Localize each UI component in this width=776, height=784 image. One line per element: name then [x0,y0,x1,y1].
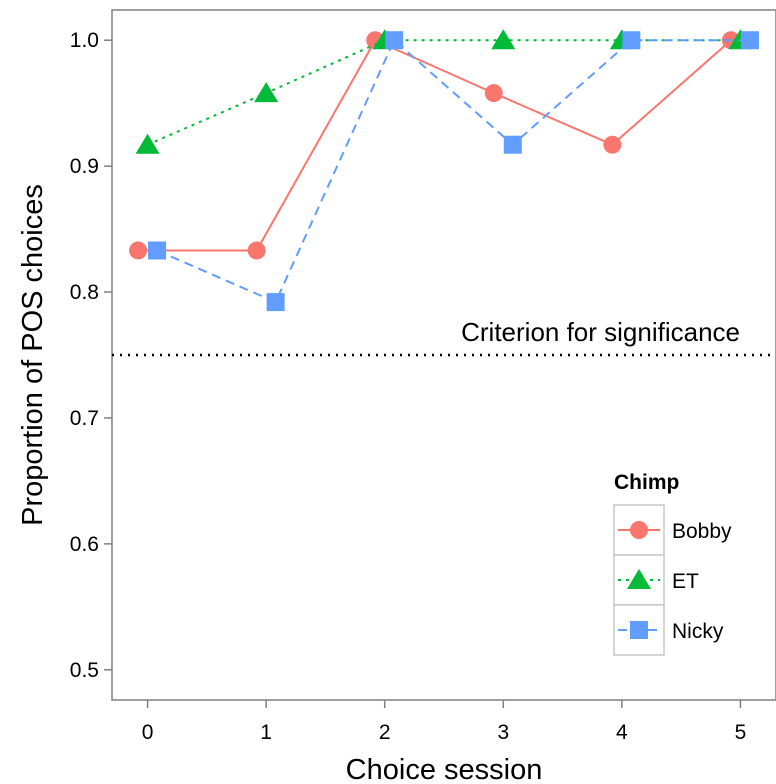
data-point-bobby [603,135,622,154]
legend-label: ET [672,570,699,593]
legend-title: Chimp [614,471,679,494]
legend-key-marker [630,621,648,639]
y-tick-label: 0.6 [70,533,99,556]
data-point-nicky [503,135,522,154]
legend-key-marker [627,569,651,589]
legend-item-bobby: Bobby [613,504,732,556]
data-point-bobby [129,241,148,260]
x-tick-label: 5 [735,721,747,744]
y-tick-label: 0.9 [70,155,99,178]
legend-label: Bobby [672,520,732,543]
legend-key-marker [630,521,648,539]
data-point-bobby [484,84,503,103]
data-point-et [491,29,516,50]
series-line-nicky [156,38,750,304]
data-point-bobby [247,241,266,260]
x-tick-label: 3 [497,721,509,744]
plot-panel [111,9,776,701]
y-tick-label: 0.7 [70,407,99,430]
legend-item-nicky: Nicky [613,604,724,656]
x-tick-label: 2 [379,721,391,744]
series-layer [129,29,759,312]
data-point-nicky [385,31,404,50]
data-point-et [135,133,160,154]
series-nicky [148,31,759,312]
data-point-et [254,82,279,103]
x-tick-label: 1 [260,721,272,744]
series-line-bobby [138,38,732,252]
y-tick-label: 0.8 [70,281,99,304]
data-point-nicky [622,31,641,50]
y-tick-label: 0.5 [70,659,99,682]
y-axis-title: Proportion of POS choices [17,184,49,526]
y-tick-label: 1.0 [70,29,99,52]
data-point-nicky [740,31,759,50]
data-point-nicky [266,293,285,312]
data-point-nicky [148,241,167,260]
axes: 0.5 0.6 0.7 0.8 0.9 1.0 0 1 2 3 4 5 [70,29,746,744]
legend: Chimp Bobby ET Nicky [613,471,732,656]
x-tick-label: 0 [142,721,154,744]
criterion-label: Criterion for significance [461,317,740,347]
x-tick-label: 4 [616,721,628,744]
legend-label: Nicky [672,620,724,643]
x-axis-title: Choice session [346,754,543,784]
